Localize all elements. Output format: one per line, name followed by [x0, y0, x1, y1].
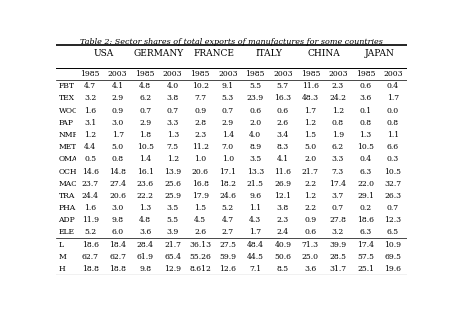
Text: CHINA: CHINA — [307, 49, 340, 58]
Text: USA: USA — [94, 49, 114, 58]
Text: JAPAN: JAPAN — [364, 49, 393, 58]
Text: ITALY: ITALY — [255, 49, 282, 58]
Text: FRANCE: FRANCE — [193, 49, 234, 58]
Text: Table 2: Sector shares of total exports of manufactures for some countries: Table 2: Sector shares of total exports … — [80, 38, 382, 46]
Text: GERMANY: GERMANY — [133, 49, 184, 58]
